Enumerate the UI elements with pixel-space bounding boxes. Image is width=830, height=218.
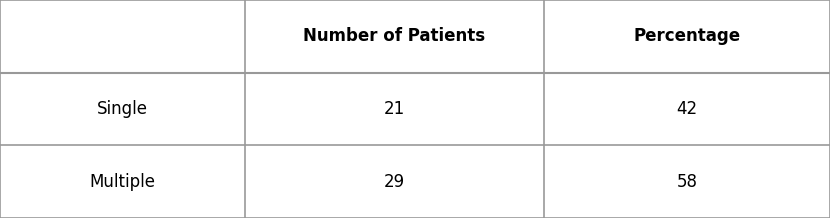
Text: 21: 21: [383, 100, 405, 118]
Text: 42: 42: [676, 100, 697, 118]
Text: 58: 58: [676, 173, 697, 191]
Text: Single: Single: [97, 100, 148, 118]
Text: 29: 29: [383, 173, 405, 191]
Text: Number of Patients: Number of Patients: [303, 27, 486, 45]
Text: Percentage: Percentage: [633, 27, 740, 45]
Text: Multiple: Multiple: [90, 173, 155, 191]
